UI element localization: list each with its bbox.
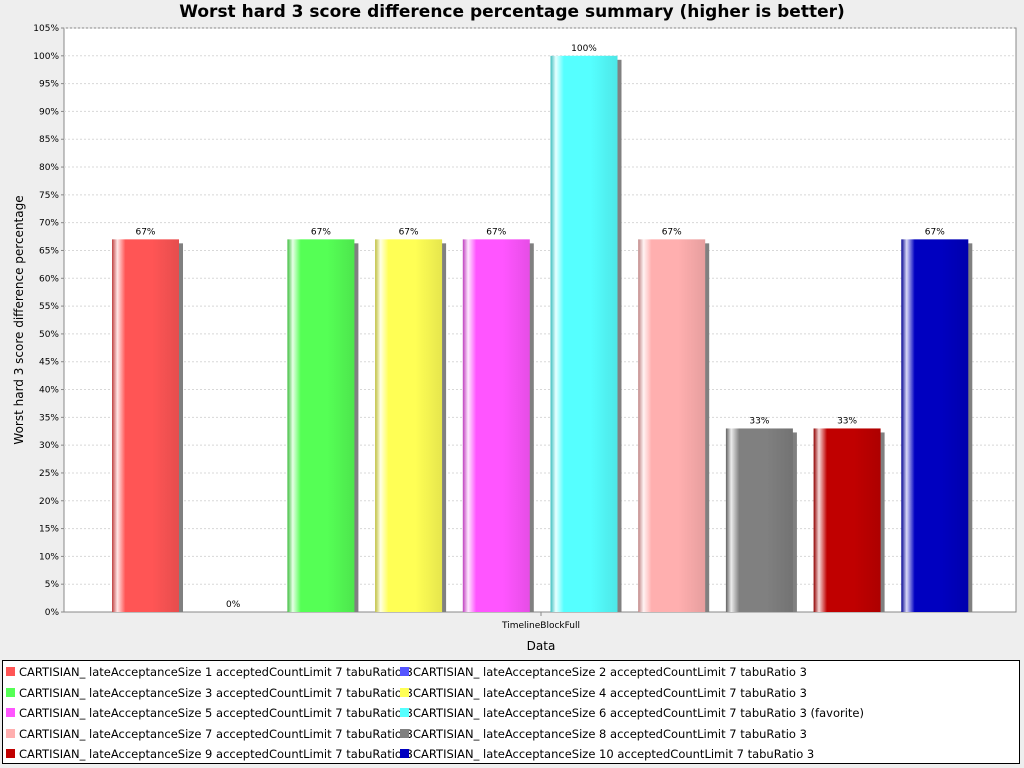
bar-value-label: 0% bbox=[226, 600, 241, 610]
bar-series-10 bbox=[901, 239, 969, 612]
chart-title: Worst hard 3 score difference percentage… bbox=[179, 2, 845, 22]
legend-label: CARTISIAN_ lateAcceptanceSize 1 accepted… bbox=[19, 665, 413, 679]
legend-label: CARTISIAN_ lateAcceptanceSize 4 accepted… bbox=[413, 685, 807, 700]
bar-series-6 bbox=[550, 55, 618, 613]
legend-label: CARTISIAN_ lateAcceptanceSize 6 accepted… bbox=[413, 706, 864, 720]
y-tick-label: 85% bbox=[39, 135, 59, 145]
bar-series-5 bbox=[462, 239, 530, 612]
y-tick-label: 55% bbox=[39, 302, 59, 312]
x-category-label: TimelineBlockFull bbox=[501, 621, 580, 631]
legend-item: CARTISIAN_ lateAcceptanceSize 1 accepted… bbox=[6, 664, 413, 680]
legend-swatch bbox=[6, 749, 15, 758]
legend-item: CARTISIAN_ lateAcceptanceSize 7 accepted… bbox=[6, 726, 413, 742]
legend: CARTISIAN_ lateAcceptanceSize 1 accepted… bbox=[2, 660, 1020, 764]
legend-swatch bbox=[6, 728, 15, 738]
y-tick-label: 50% bbox=[39, 330, 59, 340]
y-tick-label: 100% bbox=[33, 52, 59, 62]
y-tick-label: 90% bbox=[39, 107, 59, 117]
bar-series-1 bbox=[112, 239, 179, 612]
legend-item: CARTISIAN_ lateAcceptanceSize 9 accepted… bbox=[6, 746, 413, 762]
legend-label: CARTISIAN_ lateAcceptanceSize 10 accepte… bbox=[413, 747, 815, 761]
legend-swatch bbox=[400, 728, 409, 738]
legend-label: CARTISIAN_ lateAcceptanceSize 5 accepted… bbox=[19, 706, 413, 720]
legend-item: CARTISIAN_ lateAcceptanceSize 6 accepted… bbox=[400, 705, 864, 721]
y-tick-label: 65% bbox=[39, 246, 59, 256]
y-tick-label: 60% bbox=[39, 274, 59, 284]
bar-series-3 bbox=[287, 239, 355, 612]
legend-item: CARTISIAN_ lateAcceptanceSize 10 accepte… bbox=[400, 746, 814, 762]
bar-value-label: 67% bbox=[662, 227, 682, 237]
bar-value-label: 67% bbox=[925, 227, 945, 237]
y-tick-label: 70% bbox=[39, 219, 59, 229]
legend-swatch bbox=[6, 667, 15, 676]
y-tick-label: 35% bbox=[39, 413, 59, 423]
bar-value-label: 100% bbox=[571, 44, 597, 54]
legend-label: CARTISIAN_ lateAcceptanceSize 3 accepted… bbox=[19, 685, 413, 700]
y-tick-label: 15% bbox=[39, 525, 59, 535]
legend-item: CARTISIAN_ lateAcceptanceSize 3 accepted… bbox=[6, 685, 413, 701]
y-tick-label: 95% bbox=[39, 80, 59, 90]
y-tick-label: 20% bbox=[39, 497, 59, 507]
legend-item: CARTISIAN_ lateAcceptanceSize 5 accepted… bbox=[6, 705, 413, 721]
legend-swatch bbox=[6, 687, 15, 697]
legend-swatch bbox=[6, 708, 15, 717]
y-tick-label: 10% bbox=[39, 552, 59, 562]
legend-item: CARTISIAN_ lateAcceptanceSize 2 accepted… bbox=[400, 664, 807, 680]
bar-series-7 bbox=[638, 239, 706, 612]
bar-value-label: 33% bbox=[837, 416, 857, 426]
bar-value-label: 33% bbox=[749, 416, 769, 426]
legend-item: CARTISIAN_ lateAcceptanceSize 4 accepted… bbox=[400, 685, 807, 701]
legend-label: CARTISIAN_ lateAcceptanceSize 8 accepted… bbox=[413, 726, 807, 741]
bar-value-label: 67% bbox=[311, 227, 331, 237]
y-tick-label: 0% bbox=[45, 608, 60, 618]
bar-value-label: 67% bbox=[399, 227, 419, 237]
bar-series-9 bbox=[813, 428, 881, 612]
legend-label: CARTISIAN_ lateAcceptanceSize 2 accepted… bbox=[413, 665, 807, 679]
x-axis-label: Data bbox=[527, 639, 556, 653]
bar-chart: 0% 5% 10% 15% 20% 25% 30% 35% 40% 45% 50% 55% 60% 65%… bbox=[12, 24, 1017, 653]
y-tick-label: 45% bbox=[39, 358, 59, 368]
bar-series-8 bbox=[725, 428, 793, 612]
legend-swatch bbox=[400, 708, 409, 717]
y-tick-label: 40% bbox=[39, 386, 59, 396]
bar-value-label: 67% bbox=[135, 227, 155, 237]
legend-label: CARTISIAN_ lateAcceptanceSize 7 accepted… bbox=[19, 726, 413, 741]
y-tick-label: 30% bbox=[39, 441, 59, 451]
legend-label: CARTISIAN_ lateAcceptanceSize 9 accepted… bbox=[19, 747, 413, 761]
y-tick-label: 105% bbox=[33, 24, 59, 34]
y-tick-label: 80% bbox=[39, 163, 59, 173]
y-tick-label: 5% bbox=[45, 580, 60, 590]
legend-swatch bbox=[400, 749, 409, 758]
y-tick-label: 75% bbox=[39, 191, 59, 201]
legend-item: CARTISIAN_ lateAcceptanceSize 8 accepted… bbox=[400, 726, 807, 742]
legend-swatch bbox=[400, 687, 409, 697]
legend-swatch bbox=[400, 667, 409, 676]
y-axis-label: Worst hard 3 score difference percentage bbox=[12, 195, 26, 444]
y-tick-label: 25% bbox=[39, 469, 59, 479]
bar-series-4 bbox=[375, 239, 443, 612]
bar-value-label: 67% bbox=[486, 227, 506, 237]
